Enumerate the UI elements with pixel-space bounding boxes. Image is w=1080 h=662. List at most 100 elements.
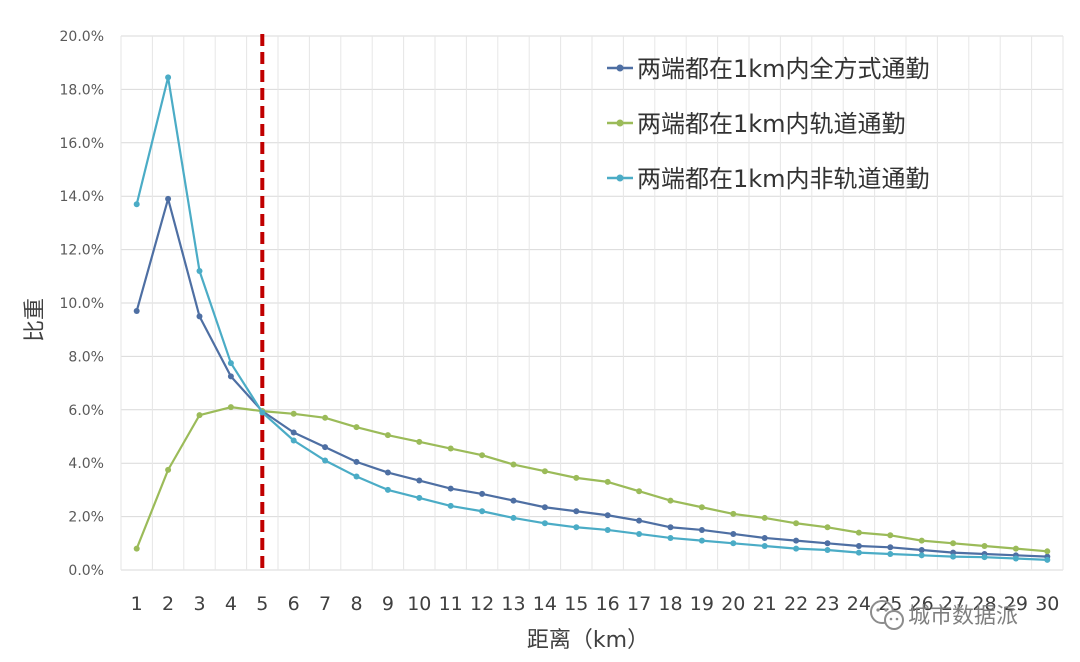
y-tick-label: 10.0% [60, 296, 104, 312]
data-point [793, 520, 800, 527]
y-tick-label: 20.0% [60, 29, 104, 45]
data-point [353, 473, 360, 480]
legend-label: 两端都在1km内全方式通勤 [637, 55, 930, 83]
data-point [322, 444, 329, 451]
data-point [447, 485, 454, 492]
data-point [196, 267, 203, 274]
y-tick-label: 6.0% [68, 403, 104, 419]
data-point [447, 502, 454, 509]
y-tick-label: 16.0% [60, 136, 104, 152]
x-tick-label: 13 [501, 593, 525, 615]
data-point [353, 458, 360, 465]
x-tick-label: 23 [815, 593, 839, 615]
data-point [416, 494, 423, 501]
data-point [761, 534, 768, 541]
data-point [855, 542, 862, 549]
data-point [824, 540, 831, 547]
data-point [698, 504, 705, 511]
x-tick-label: 11 [439, 593, 463, 615]
wechat-icon [870, 600, 904, 630]
series-line [135, 76, 1048, 561]
data-point [290, 410, 297, 417]
data-point [133, 545, 140, 552]
data-point [479, 508, 486, 515]
data-point [573, 508, 580, 515]
data-point [981, 554, 988, 561]
x-tick-label: 30 [1035, 593, 1059, 615]
grid-layer [120, 35, 1064, 571]
data-point [133, 201, 140, 208]
data-point [322, 414, 329, 421]
data-point [227, 404, 234, 411]
y-tick-label: 12.0% [60, 243, 104, 259]
legend-swatch-marker [616, 174, 624, 182]
data-point [510, 514, 517, 521]
series-line [135, 197, 1048, 558]
data-point [541, 520, 548, 527]
data-point [290, 429, 297, 436]
data-point [573, 524, 580, 531]
x-tick-label: 24 [847, 593, 871, 615]
data-point [196, 313, 203, 320]
data-point [479, 452, 486, 459]
x-tick-label: 15 [564, 593, 588, 615]
data-point [447, 445, 454, 452]
data-point [918, 537, 925, 544]
x-tick-label: 1 [131, 593, 143, 615]
legend-label: 两端都在1km内非轨道通勤 [637, 165, 930, 193]
data-point [479, 490, 486, 497]
watermark: 城市数据派 [870, 600, 1018, 630]
y-tick-label: 4.0% [68, 456, 104, 472]
data-point [887, 550, 894, 557]
data-point [227, 360, 234, 367]
data-point [761, 542, 768, 549]
data-point [1012, 555, 1019, 562]
x-tick-label: 5 [256, 593, 268, 615]
x-tick-label: 14 [533, 593, 557, 615]
data-point [604, 478, 611, 485]
x-tick-label: 9 [382, 593, 394, 615]
data-point [636, 517, 643, 524]
series-layer [133, 74, 1051, 563]
data-point [950, 540, 957, 547]
data-point [604, 512, 611, 519]
data-point [667, 524, 674, 531]
watermark-text: 城市数据派 [908, 604, 1018, 629]
y-tick-label: 18.0% [60, 82, 104, 98]
data-point [667, 497, 674, 504]
data-point [855, 549, 862, 556]
y-tick-label: 8.0% [68, 349, 104, 365]
data-point [793, 545, 800, 552]
legend-label: 两端都在1km内轨道通勤 [637, 110, 906, 138]
data-point [698, 526, 705, 533]
data-point [761, 514, 768, 521]
y-tick-labels: 0.0% 2.0% 4.0% 6.0% 8.0% 10.0% 12.0% 14.0% 16.0%… [60, 29, 104, 579]
x-tick-label: 27 [941, 593, 965, 615]
data-point [887, 544, 894, 551]
data-point [1012, 545, 1019, 552]
data-point [384, 469, 391, 476]
data-point [950, 553, 957, 560]
legend-item: 两端都在1km内全方式通勤 [607, 55, 930, 83]
data-point [196, 412, 203, 419]
x-tick-labels: 1 2 3 4 5 6 7 8 9 10 11 12 13 14 15 16 17 18 19 20 21 22 23 24 2… [131, 593, 1060, 615]
data-point [793, 537, 800, 544]
x-tick-label: 19 [690, 593, 714, 615]
data-point [1044, 556, 1051, 563]
series-2 [133, 404, 1051, 555]
data-point [384, 432, 391, 439]
legend-swatch-marker [616, 119, 624, 127]
x-tick-label: 3 [193, 593, 205, 615]
x-axis-title: 距离（km） [527, 628, 649, 653]
data-point [541, 468, 548, 475]
data-point [290, 437, 297, 444]
data-point [510, 461, 517, 468]
x-tick-label: 7 [319, 593, 331, 615]
data-point [887, 532, 894, 539]
y-axis-title: 比重 [23, 298, 48, 342]
x-tick-label: 18 [658, 593, 682, 615]
legend-item: 两端都在1km内非轨道通勤 [607, 165, 930, 193]
data-point [730, 540, 737, 547]
data-point [416, 438, 423, 445]
